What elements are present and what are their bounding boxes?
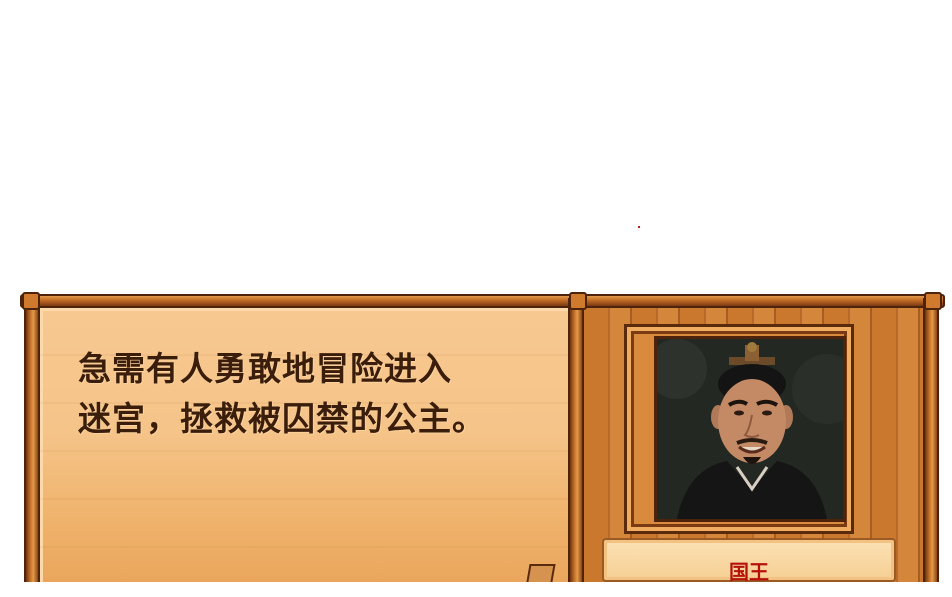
dialogue-text-panel[interactable]: 急需有人勇敢地冒险进入 迷宫，拯救被囚禁的公主。 bbox=[40, 308, 568, 582]
frame-joint-icon bbox=[569, 292, 587, 310]
speaker-name: 国王 bbox=[729, 560, 769, 584]
frame-right-rail bbox=[923, 298, 939, 582]
stray-pixel bbox=[638, 226, 640, 228]
speaker-name-plate: 国王 bbox=[602, 538, 896, 584]
frame-corner-icon bbox=[22, 292, 40, 310]
dialogue-line-2: 迷宫，拯救被囚禁的公主。 bbox=[78, 399, 486, 438]
dialogue-continue-icon[interactable] bbox=[526, 564, 556, 582]
dialogue-text: 急需有人勇敢地冒险进入 迷宫，拯救被囚禁的公主。 bbox=[78, 344, 558, 444]
frame-left-rail bbox=[24, 298, 40, 582]
king-portrait-icon[interactable] bbox=[654, 336, 846, 522]
frame-top-rail bbox=[20, 294, 945, 308]
parchment-texture bbox=[40, 308, 568, 582]
frame-corner-icon bbox=[924, 292, 942, 310]
frame-divider-rail bbox=[568, 298, 584, 582]
screen-bottom-edge bbox=[0, 582, 952, 597]
dialogue-line-1: 急需有人勇敢地冒险进入 bbox=[78, 349, 452, 388]
